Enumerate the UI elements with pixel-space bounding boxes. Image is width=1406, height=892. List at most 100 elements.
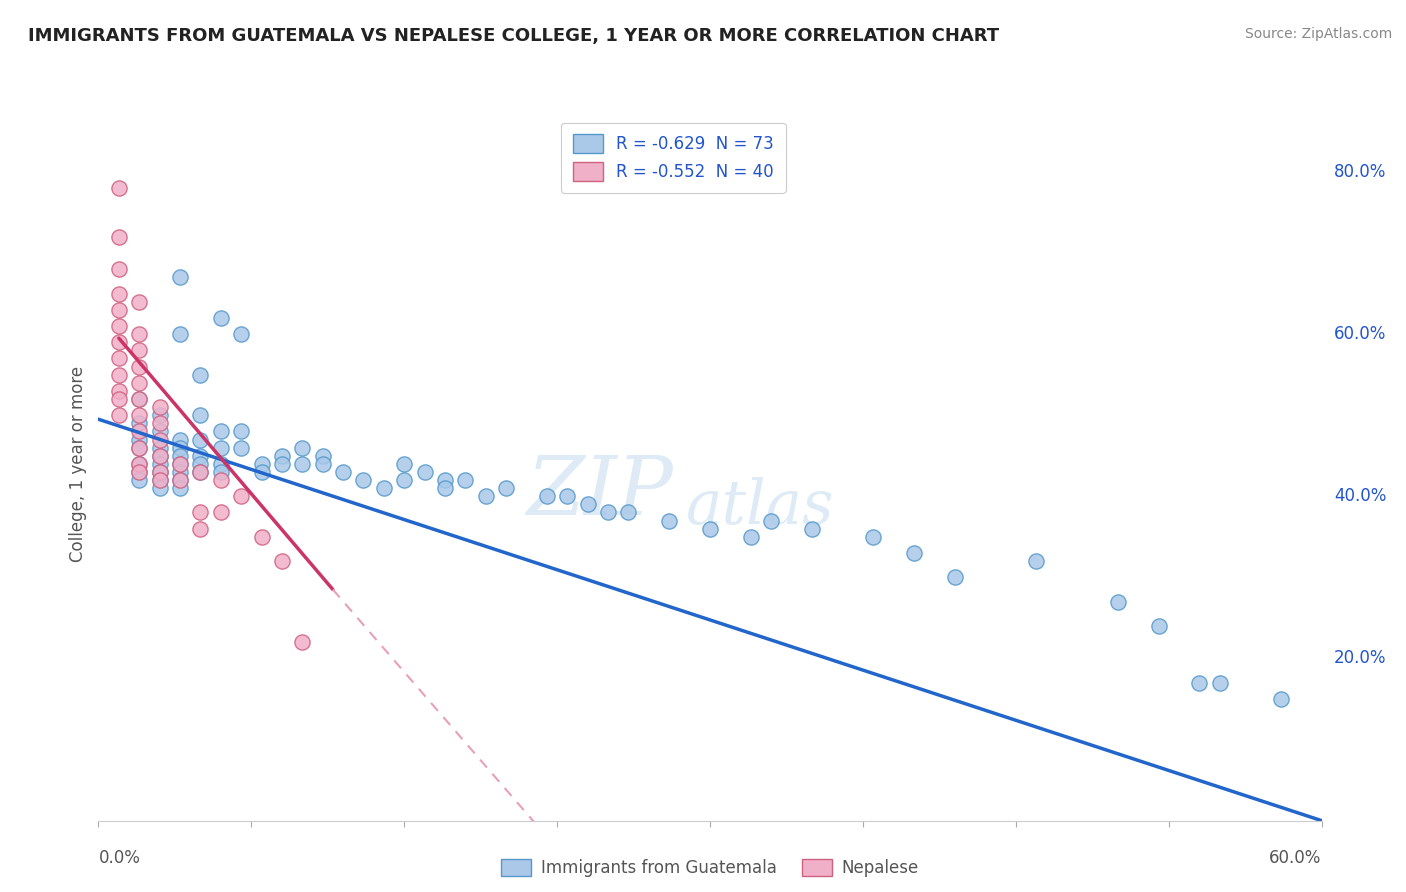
Point xyxy=(270,457,294,471)
Point xyxy=(128,441,150,455)
Point xyxy=(169,433,191,447)
Point xyxy=(149,417,172,431)
Point xyxy=(188,368,212,382)
Point xyxy=(169,457,191,471)
Point xyxy=(149,481,172,495)
Point xyxy=(108,286,131,301)
Point xyxy=(149,400,172,414)
Point xyxy=(188,449,212,463)
Point xyxy=(149,425,172,439)
Point xyxy=(536,489,558,503)
Text: ZIP: ZIP xyxy=(526,452,673,533)
Point xyxy=(108,351,131,366)
Point xyxy=(128,441,150,455)
Point xyxy=(108,368,131,382)
Point xyxy=(188,506,212,520)
Point xyxy=(761,514,783,528)
Point xyxy=(291,457,314,471)
Point xyxy=(1107,595,1129,609)
Point xyxy=(128,473,150,487)
Point xyxy=(495,481,517,495)
Point xyxy=(291,635,314,649)
Point xyxy=(149,465,172,479)
Point xyxy=(312,449,335,463)
Point xyxy=(169,327,191,342)
Point xyxy=(188,465,212,479)
Point xyxy=(128,294,150,309)
Point xyxy=(149,473,172,487)
Point xyxy=(801,522,824,536)
Point xyxy=(903,546,925,560)
Point xyxy=(576,497,599,511)
Point xyxy=(128,457,150,471)
Point xyxy=(108,262,131,277)
Point xyxy=(250,530,273,544)
Point xyxy=(169,457,191,471)
Point xyxy=(699,522,721,536)
Text: Source: ZipAtlas.com: Source: ZipAtlas.com xyxy=(1244,27,1392,41)
Point xyxy=(169,465,191,479)
Point xyxy=(169,441,191,455)
Point xyxy=(434,481,457,495)
Point xyxy=(128,376,150,390)
Point xyxy=(149,449,172,463)
Point xyxy=(332,465,354,479)
Point xyxy=(598,506,620,520)
Text: IMMIGRANTS FROM GUATEMALA VS NEPALESE COLLEGE, 1 YEAR OR MORE CORRELATION CHART: IMMIGRANTS FROM GUATEMALA VS NEPALESE CO… xyxy=(28,27,1000,45)
Point xyxy=(209,457,232,471)
Point xyxy=(188,408,212,422)
Point xyxy=(108,392,131,406)
Point xyxy=(128,408,150,422)
Point xyxy=(149,473,172,487)
Point xyxy=(392,473,416,487)
Point xyxy=(209,441,232,455)
Point xyxy=(188,457,212,471)
Text: 60.0%: 60.0% xyxy=(1334,325,1386,343)
Point xyxy=(128,359,150,374)
Point xyxy=(149,408,172,422)
Point xyxy=(270,554,294,568)
Point xyxy=(169,473,191,487)
Point xyxy=(149,441,172,455)
Point xyxy=(555,489,579,503)
Point xyxy=(108,302,131,317)
Point xyxy=(454,473,477,487)
Point xyxy=(128,425,150,439)
Point xyxy=(169,473,191,487)
Point xyxy=(149,457,172,471)
Point xyxy=(474,489,498,503)
Point xyxy=(128,465,150,479)
Point xyxy=(392,457,416,471)
Text: 40.0%: 40.0% xyxy=(1334,487,1386,505)
Point xyxy=(270,449,294,463)
Point xyxy=(1188,675,1211,690)
Point xyxy=(434,473,457,487)
Point xyxy=(108,181,131,195)
Point xyxy=(169,481,191,495)
Point xyxy=(149,465,172,479)
Point xyxy=(291,441,314,455)
Point xyxy=(209,310,232,325)
Point xyxy=(188,433,212,447)
Point xyxy=(128,392,150,406)
Point xyxy=(1025,554,1047,568)
Point xyxy=(128,417,150,431)
Point xyxy=(209,506,232,520)
Text: 20.0%: 20.0% xyxy=(1334,649,1386,667)
Point xyxy=(149,449,172,463)
Point xyxy=(128,465,150,479)
Point xyxy=(128,343,150,358)
Point xyxy=(617,506,640,520)
Point xyxy=(108,229,131,244)
Point xyxy=(128,392,150,406)
Point xyxy=(128,433,150,447)
Point xyxy=(209,425,232,439)
Point xyxy=(169,270,191,285)
Point xyxy=(373,481,395,495)
Point xyxy=(231,425,253,439)
Point xyxy=(231,441,253,455)
Point xyxy=(108,384,131,398)
Point xyxy=(740,530,762,544)
Point xyxy=(250,457,273,471)
Text: 60.0%: 60.0% xyxy=(1270,849,1322,867)
